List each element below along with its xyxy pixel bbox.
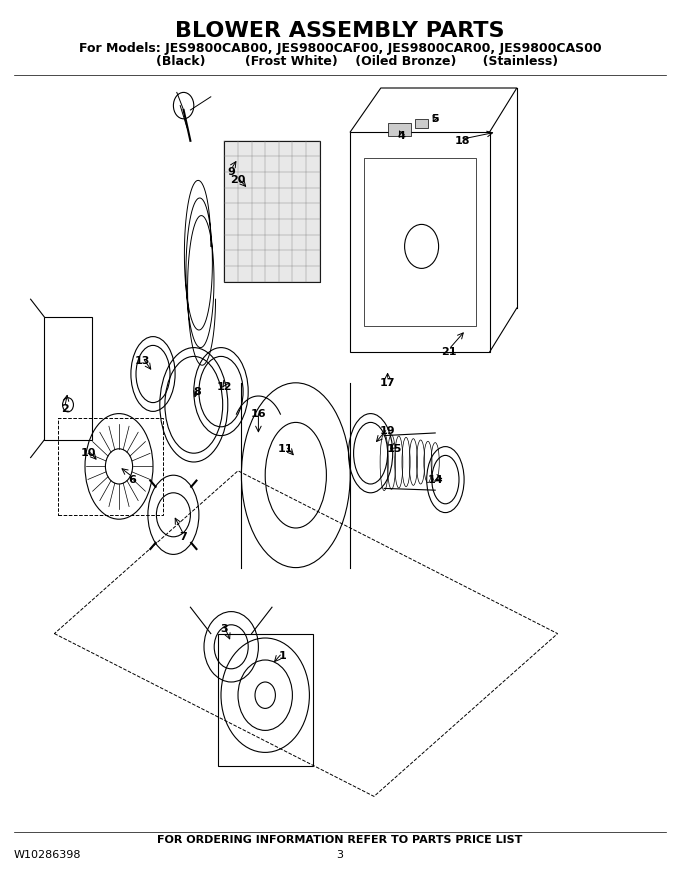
Text: 11: 11 [278, 444, 293, 454]
Bar [388, 123, 411, 136]
Text: 5: 5 [431, 114, 439, 124]
Text: 21: 21 [441, 347, 456, 357]
Text: For Models: JES9800CAB00, JES9800CAF00, JES9800CAR00, JES9800CAS00: For Models: JES9800CAB00, JES9800CAF00, … [79, 42, 601, 55]
Text: FOR ORDERING INFORMATION REFER TO PARTS PRICE LIST: FOR ORDERING INFORMATION REFER TO PARTS … [157, 835, 523, 846]
Text: 19: 19 [380, 426, 395, 436]
Text: 7: 7 [180, 532, 188, 542]
Bar [415, 119, 428, 128]
Text: 2: 2 [61, 404, 69, 414]
Text: 13: 13 [135, 356, 150, 366]
Text: 9: 9 [227, 166, 235, 177]
Text: 17: 17 [380, 378, 395, 388]
Text: W10286398: W10286398 [14, 850, 81, 861]
Text: 20: 20 [231, 175, 245, 186]
Text: 1: 1 [278, 650, 286, 661]
Text: 10: 10 [81, 448, 96, 458]
Text: 8: 8 [193, 386, 201, 397]
Text: BLOWER ASSEMBLY PARTS: BLOWER ASSEMBLY PARTS [175, 21, 505, 40]
Text: (Black)         (Frost White)    (Oiled Bronze)      (Stainless): (Black) (Frost White) (Oiled Bronze) (St… [122, 55, 558, 68]
Text: 18: 18 [455, 136, 470, 146]
Text: 12: 12 [217, 382, 232, 392]
Text: 15: 15 [387, 444, 402, 454]
Text: 16: 16 [251, 408, 266, 419]
Text: 14: 14 [428, 474, 443, 485]
Text: 3: 3 [220, 624, 228, 634]
Text: 3: 3 [337, 850, 343, 861]
FancyBboxPatch shape [224, 141, 320, 282]
Text: 6: 6 [129, 474, 137, 485]
Text: 4: 4 [397, 131, 405, 142]
